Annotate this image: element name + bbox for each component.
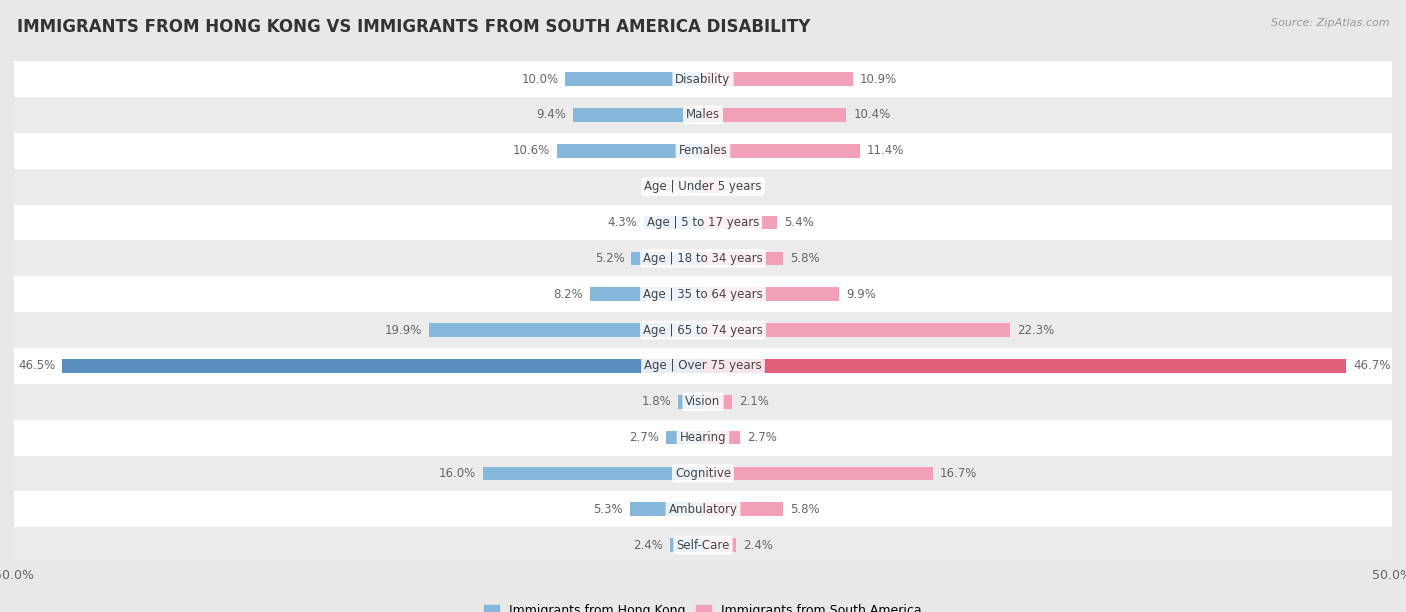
Text: 5.4%: 5.4% [785,216,814,229]
Bar [703,72,853,86]
FancyBboxPatch shape [14,204,1392,241]
Text: Females: Females [679,144,727,157]
Text: 10.4%: 10.4% [853,108,890,121]
FancyBboxPatch shape [14,420,1392,455]
Text: Age | 35 to 64 years: Age | 35 to 64 years [643,288,763,300]
Text: 2.7%: 2.7% [628,431,659,444]
Bar [703,252,783,265]
Text: 10.0%: 10.0% [522,73,558,86]
FancyBboxPatch shape [14,169,1392,204]
Bar [703,144,860,158]
Bar [482,466,703,480]
Bar [565,72,703,86]
Text: 19.9%: 19.9% [384,324,422,337]
Bar [703,359,1347,373]
FancyBboxPatch shape [14,491,1392,527]
Text: Age | Over 75 years: Age | Over 75 years [644,359,762,372]
Text: 46.5%: 46.5% [18,359,55,372]
FancyBboxPatch shape [14,97,1392,133]
Text: 9.4%: 9.4% [537,108,567,121]
Text: Vision: Vision [685,395,721,408]
Text: 2.1%: 2.1% [738,395,769,408]
Bar [62,359,703,373]
Bar [631,252,703,265]
Bar [574,108,703,122]
Bar [429,323,703,337]
Text: 8.2%: 8.2% [554,288,583,300]
Bar [703,431,740,444]
Text: 46.7%: 46.7% [1354,359,1391,372]
Bar [703,108,846,122]
Bar [703,323,1011,337]
Text: 5.2%: 5.2% [595,252,624,265]
Text: Source: ZipAtlas.com: Source: ZipAtlas.com [1271,18,1389,28]
Bar [690,180,703,193]
Text: Cognitive: Cognitive [675,467,731,480]
Text: 16.7%: 16.7% [941,467,977,480]
Text: 16.0%: 16.0% [439,467,475,480]
Text: Age | Under 5 years: Age | Under 5 years [644,180,762,193]
Bar [703,539,737,552]
Text: Disability: Disability [675,73,731,86]
Text: 2.4%: 2.4% [633,539,664,551]
Legend: Immigrants from Hong Kong, Immigrants from South America: Immigrants from Hong Kong, Immigrants fr… [479,599,927,612]
Bar [703,395,733,409]
Text: 0.95%: 0.95% [645,180,683,193]
Text: Self-Care: Self-Care [676,539,730,551]
Text: 9.9%: 9.9% [846,288,876,300]
Text: 2.4%: 2.4% [742,539,773,551]
Bar [669,539,703,552]
Bar [703,180,720,193]
Text: 10.9%: 10.9% [860,73,897,86]
Text: 1.8%: 1.8% [641,395,671,408]
Text: Hearing: Hearing [679,431,727,444]
FancyBboxPatch shape [14,133,1392,169]
Bar [644,215,703,230]
FancyBboxPatch shape [14,241,1392,276]
FancyBboxPatch shape [14,348,1392,384]
Bar [703,215,778,230]
FancyBboxPatch shape [14,276,1392,312]
Bar [666,431,703,444]
FancyBboxPatch shape [14,312,1392,348]
Text: 1.2%: 1.2% [727,180,756,193]
Text: Ambulatory: Ambulatory [668,503,738,516]
Text: 2.7%: 2.7% [747,431,778,444]
Bar [703,288,839,301]
Text: 5.3%: 5.3% [593,503,623,516]
Bar [630,502,703,516]
Bar [557,144,703,158]
Bar [703,502,783,516]
FancyBboxPatch shape [14,61,1392,97]
Bar [591,288,703,301]
Text: 5.8%: 5.8% [790,252,820,265]
Text: Males: Males [686,108,720,121]
Text: 5.8%: 5.8% [790,503,820,516]
Bar [703,466,934,480]
Text: IMMIGRANTS FROM HONG KONG VS IMMIGRANTS FROM SOUTH AMERICA DISABILITY: IMMIGRANTS FROM HONG KONG VS IMMIGRANTS … [17,18,810,36]
Text: 4.3%: 4.3% [607,216,637,229]
Text: Age | 5 to 17 years: Age | 5 to 17 years [647,216,759,229]
FancyBboxPatch shape [14,384,1392,420]
Text: Age | 18 to 34 years: Age | 18 to 34 years [643,252,763,265]
FancyBboxPatch shape [14,455,1392,491]
Text: 11.4%: 11.4% [868,144,904,157]
Text: 22.3%: 22.3% [1017,324,1054,337]
Text: 10.6%: 10.6% [513,144,550,157]
FancyBboxPatch shape [14,527,1392,563]
Bar [678,395,703,409]
Text: Age | 65 to 74 years: Age | 65 to 74 years [643,324,763,337]
